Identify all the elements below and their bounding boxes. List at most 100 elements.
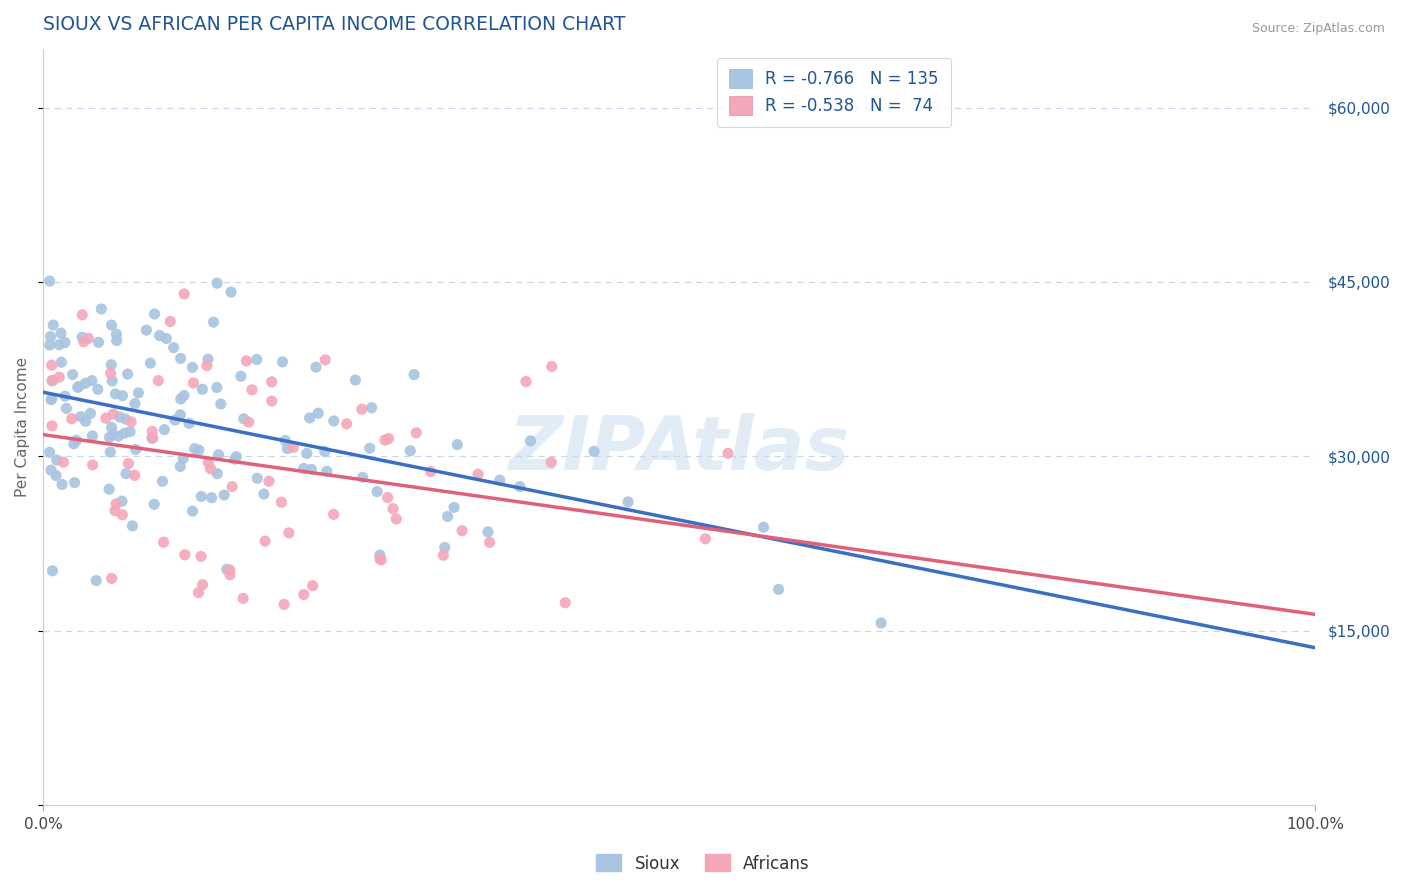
Point [41,358,63,372]
Point [183,376,205,390]
Point [66,380,89,394]
Point [103,407,125,421]
Point [451,524,474,538]
Point [51,477,73,491]
Point [360,401,382,415]
Point [446,437,468,451]
Point [98,445,121,459]
Point [260,394,283,409]
Point [219,285,242,299]
Point [212,488,235,502]
Point [90,301,112,316]
Point [215,562,238,576]
Point [39,392,62,407]
Point [84,574,107,588]
Point [87,335,110,350]
Point [224,452,246,467]
Point [582,444,605,458]
Point [202,315,225,329]
Point [191,382,214,396]
Point [205,276,228,290]
Point [436,509,458,524]
Point [169,459,191,474]
Point [219,567,242,582]
Point [467,467,489,482]
Point [270,495,292,509]
Point [142,431,165,445]
Point [153,423,176,437]
Point [105,327,128,342]
Point [187,585,209,599]
Text: ZIPAtlas: ZIPAtlas [509,413,849,486]
Point [65,434,87,448]
Point [169,351,191,366]
Point [253,487,276,501]
Point [195,359,218,373]
Point [48,370,70,384]
Point [62,368,84,382]
Legend: R = -0.766   N = 135, R = -0.538   N =  74: R = -0.766 N = 135, R = -0.538 N = 74 [717,58,950,127]
Point [377,432,399,446]
Point [405,425,427,440]
Point [478,535,501,549]
Point [246,352,269,367]
Point [173,548,195,562]
Point [42,374,65,388]
Point [111,494,134,508]
Point [70,330,93,344]
Point [38,338,60,352]
Point [100,420,122,434]
Y-axis label: Per Capita Income: Per Capita Income [15,357,30,497]
Point [148,374,170,388]
Point [75,414,97,428]
Point [101,374,124,388]
Point [183,442,205,456]
Point [100,318,122,332]
Point [240,383,263,397]
Point [235,354,257,368]
Point [209,397,232,411]
Point [111,389,134,403]
Point [181,360,204,375]
Point [172,451,194,466]
Point [200,491,222,505]
Point [617,495,640,509]
Point [870,615,893,630]
Point [75,376,97,391]
Point [39,463,62,477]
Point [60,411,83,425]
Point [114,412,136,426]
Point [477,524,499,539]
Point [120,415,142,429]
Point [82,429,104,443]
Point [368,551,391,566]
Point [124,396,146,410]
Point [63,475,86,490]
Point [366,484,388,499]
Point [232,412,254,426]
Point [70,409,93,424]
Point [515,375,537,389]
Point [200,461,222,475]
Point [53,389,76,403]
Point [190,549,212,564]
Point [554,596,576,610]
Point [42,318,65,332]
Point [117,367,139,381]
Point [127,385,149,400]
Point [377,491,399,505]
Point [509,480,531,494]
Point [45,468,67,483]
Point [80,374,103,388]
Point [295,446,318,460]
Point [229,369,252,384]
Point [148,328,170,343]
Point [419,465,441,479]
Point [315,464,337,478]
Legend: Sioux, Africans: Sioux, Africans [589,847,817,880]
Point [301,579,323,593]
Point [181,504,204,518]
Point [155,331,177,345]
Point [273,598,295,612]
Point [322,414,344,428]
